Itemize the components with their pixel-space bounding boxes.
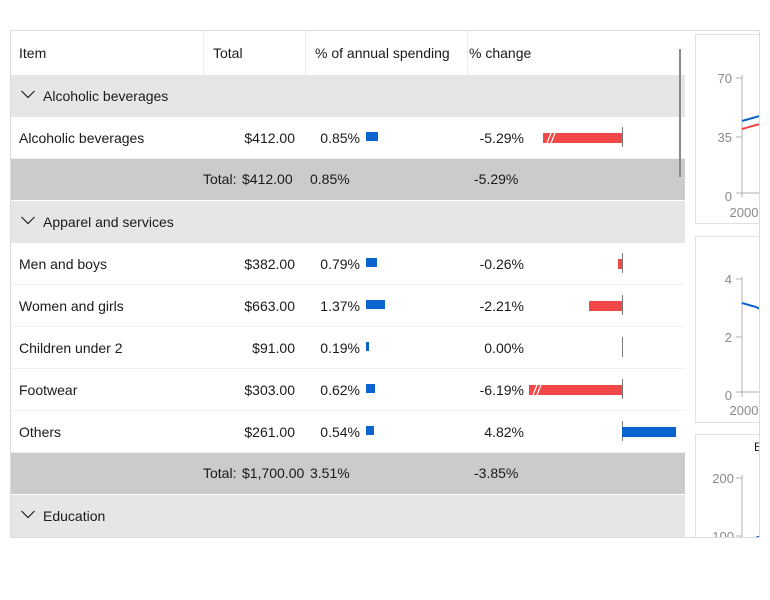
change-bar [589,301,622,311]
column-header-item[interactable]: Item [19,45,47,61]
cell-change: -6.19% [479,382,524,398]
pct-bar [366,426,374,435]
chart-title-fragment: E [754,440,760,454]
cell-total: $303.00 [244,382,295,398]
cell-total: $91.00 [252,340,295,356]
series-line-blue [741,302,759,310]
table-row[interactable]: Others $261.00 0.54% 4.82% [11,411,685,453]
column-divider[interactable] [467,31,468,75]
side-line-chart: 70 35 0 2000 [718,71,759,220]
cell-item: Footwear [19,382,78,398]
change-bar [529,385,622,395]
cell-change: 0.00% [484,340,524,356]
cell-item: Others [19,424,62,440]
cell-change: -5.29% [479,130,524,146]
summary-total: $412.00 [242,171,293,187]
x-tick-label: 2000 [730,205,759,220]
data-grid: Item Total % of annual spending % change… [11,31,685,537]
cell-pct: 0.79% [320,256,360,272]
cell-pct: 0.19% [320,340,360,356]
cell-total: $412.00 [244,130,295,146]
series-line-blue [755,535,759,537]
cell-pct: 0.62% [320,382,360,398]
cell-item: Men and boys [19,256,107,272]
table-row[interactable]: Alcoholic beverages $412.00 0.85% -5.29% [11,117,685,159]
table-row[interactable]: Women and girls $663.00 1.37% -2.21% [11,285,685,327]
change-bar [622,427,676,437]
summary-change: -3.85% [474,465,519,481]
summary-total: $1,700.00 [242,465,305,481]
y-tick-label: 0 [725,189,732,204]
vertical-scrollbar[interactable] [679,49,681,177]
group-label: Education [43,508,106,524]
change-axis [622,253,623,273]
spending-grid-frame: Item Total % of annual spending % change… [10,30,760,538]
series-line-blue [741,115,759,122]
y-tick-label: 200 [712,471,734,486]
column-divider[interactable] [305,31,306,75]
change-axis [622,337,623,357]
group-label: Apparel and services [43,214,174,230]
column-header-row: Item Total % of annual spending % change [11,31,685,76]
y-tick-label: 70 [718,71,732,86]
pct-bar [366,132,378,141]
table-row[interactable]: Footwear $303.00 0.62% -6.19% [11,369,685,411]
column-header-percent-change[interactable]: % change [469,45,532,61]
cell-total: $261.00 [244,424,295,440]
overflow-indicator-icon [532,385,542,395]
summary-label: Total: [203,171,237,187]
summary-label: Total: [203,465,237,481]
cell-pct: 0.54% [320,424,360,440]
change-axis [622,127,623,147]
chevron-down-icon[interactable] [20,506,36,522]
change-bar [543,133,622,143]
series-line-red [741,123,759,130]
summary-pct: 3.51% [310,465,350,481]
pct-bar [366,258,377,267]
side-line-chart: E 200 100 [712,440,760,538]
side-chart-card[interactable]: 4 2 0 2000 [695,236,759,423]
chevron-down-icon[interactable] [20,212,36,228]
y-tick-label: 100 [712,529,734,538]
cell-change: -0.26% [479,256,524,272]
pct-bar [366,384,375,393]
group-header-apparel-and-services[interactable]: Apparel and services [11,201,685,243]
summary-pct: 0.85% [310,171,350,187]
cell-change: 4.82% [484,424,524,440]
y-tick-label: 4 [725,272,732,287]
cell-item: Women and girls [19,298,124,314]
table-row[interactable]: Men and boys $382.00 0.79% -0.26% [11,243,685,285]
pct-bar [366,300,385,309]
column-header-total[interactable]: Total [213,45,243,61]
y-tick-label: 35 [718,130,732,145]
cell-item: Alcoholic beverages [19,130,145,146]
column-header-percent-annual[interactable]: % of annual spending [315,45,450,61]
y-tick-label: 2 [725,330,732,345]
cell-pct: 1.37% [320,298,360,314]
change-bar [618,259,622,269]
group-header-education[interactable]: Education [11,495,685,537]
pct-bar [366,342,369,351]
cell-total: $382.00 [244,256,295,272]
side-chart-card[interactable]: E 200 100 [695,434,760,538]
group-summary-row: Total: $412.00 0.85% -5.29% [11,159,685,200]
side-chart-card[interactable]: 70 35 0 2000 [695,34,759,224]
change-axis [622,295,623,315]
group-header-alcoholic-beverages[interactable]: Alcoholic beverages [11,75,685,117]
summary-change: -5.29% [474,171,519,187]
y-tick-label: 0 [725,388,732,403]
table-row[interactable]: Children under 2 $91.00 0.19% 0.00% [11,327,685,369]
side-line-chart: 4 2 0 2000 [725,272,759,418]
x-tick-label: 2000 [730,403,759,418]
cell-item: Children under 2 [19,340,123,356]
group-label: Alcoholic beverages [43,88,169,104]
change-axis [622,379,623,399]
cell-change: -2.21% [479,298,524,314]
cell-pct: 0.85% [320,130,360,146]
group-summary-row: Total: $1,700.00 3.51% -3.85% [11,453,685,494]
cell-total: $663.00 [244,298,295,314]
overflow-indicator-icon [546,133,556,143]
column-divider[interactable] [203,31,204,75]
chevron-down-icon[interactable] [20,86,36,102]
